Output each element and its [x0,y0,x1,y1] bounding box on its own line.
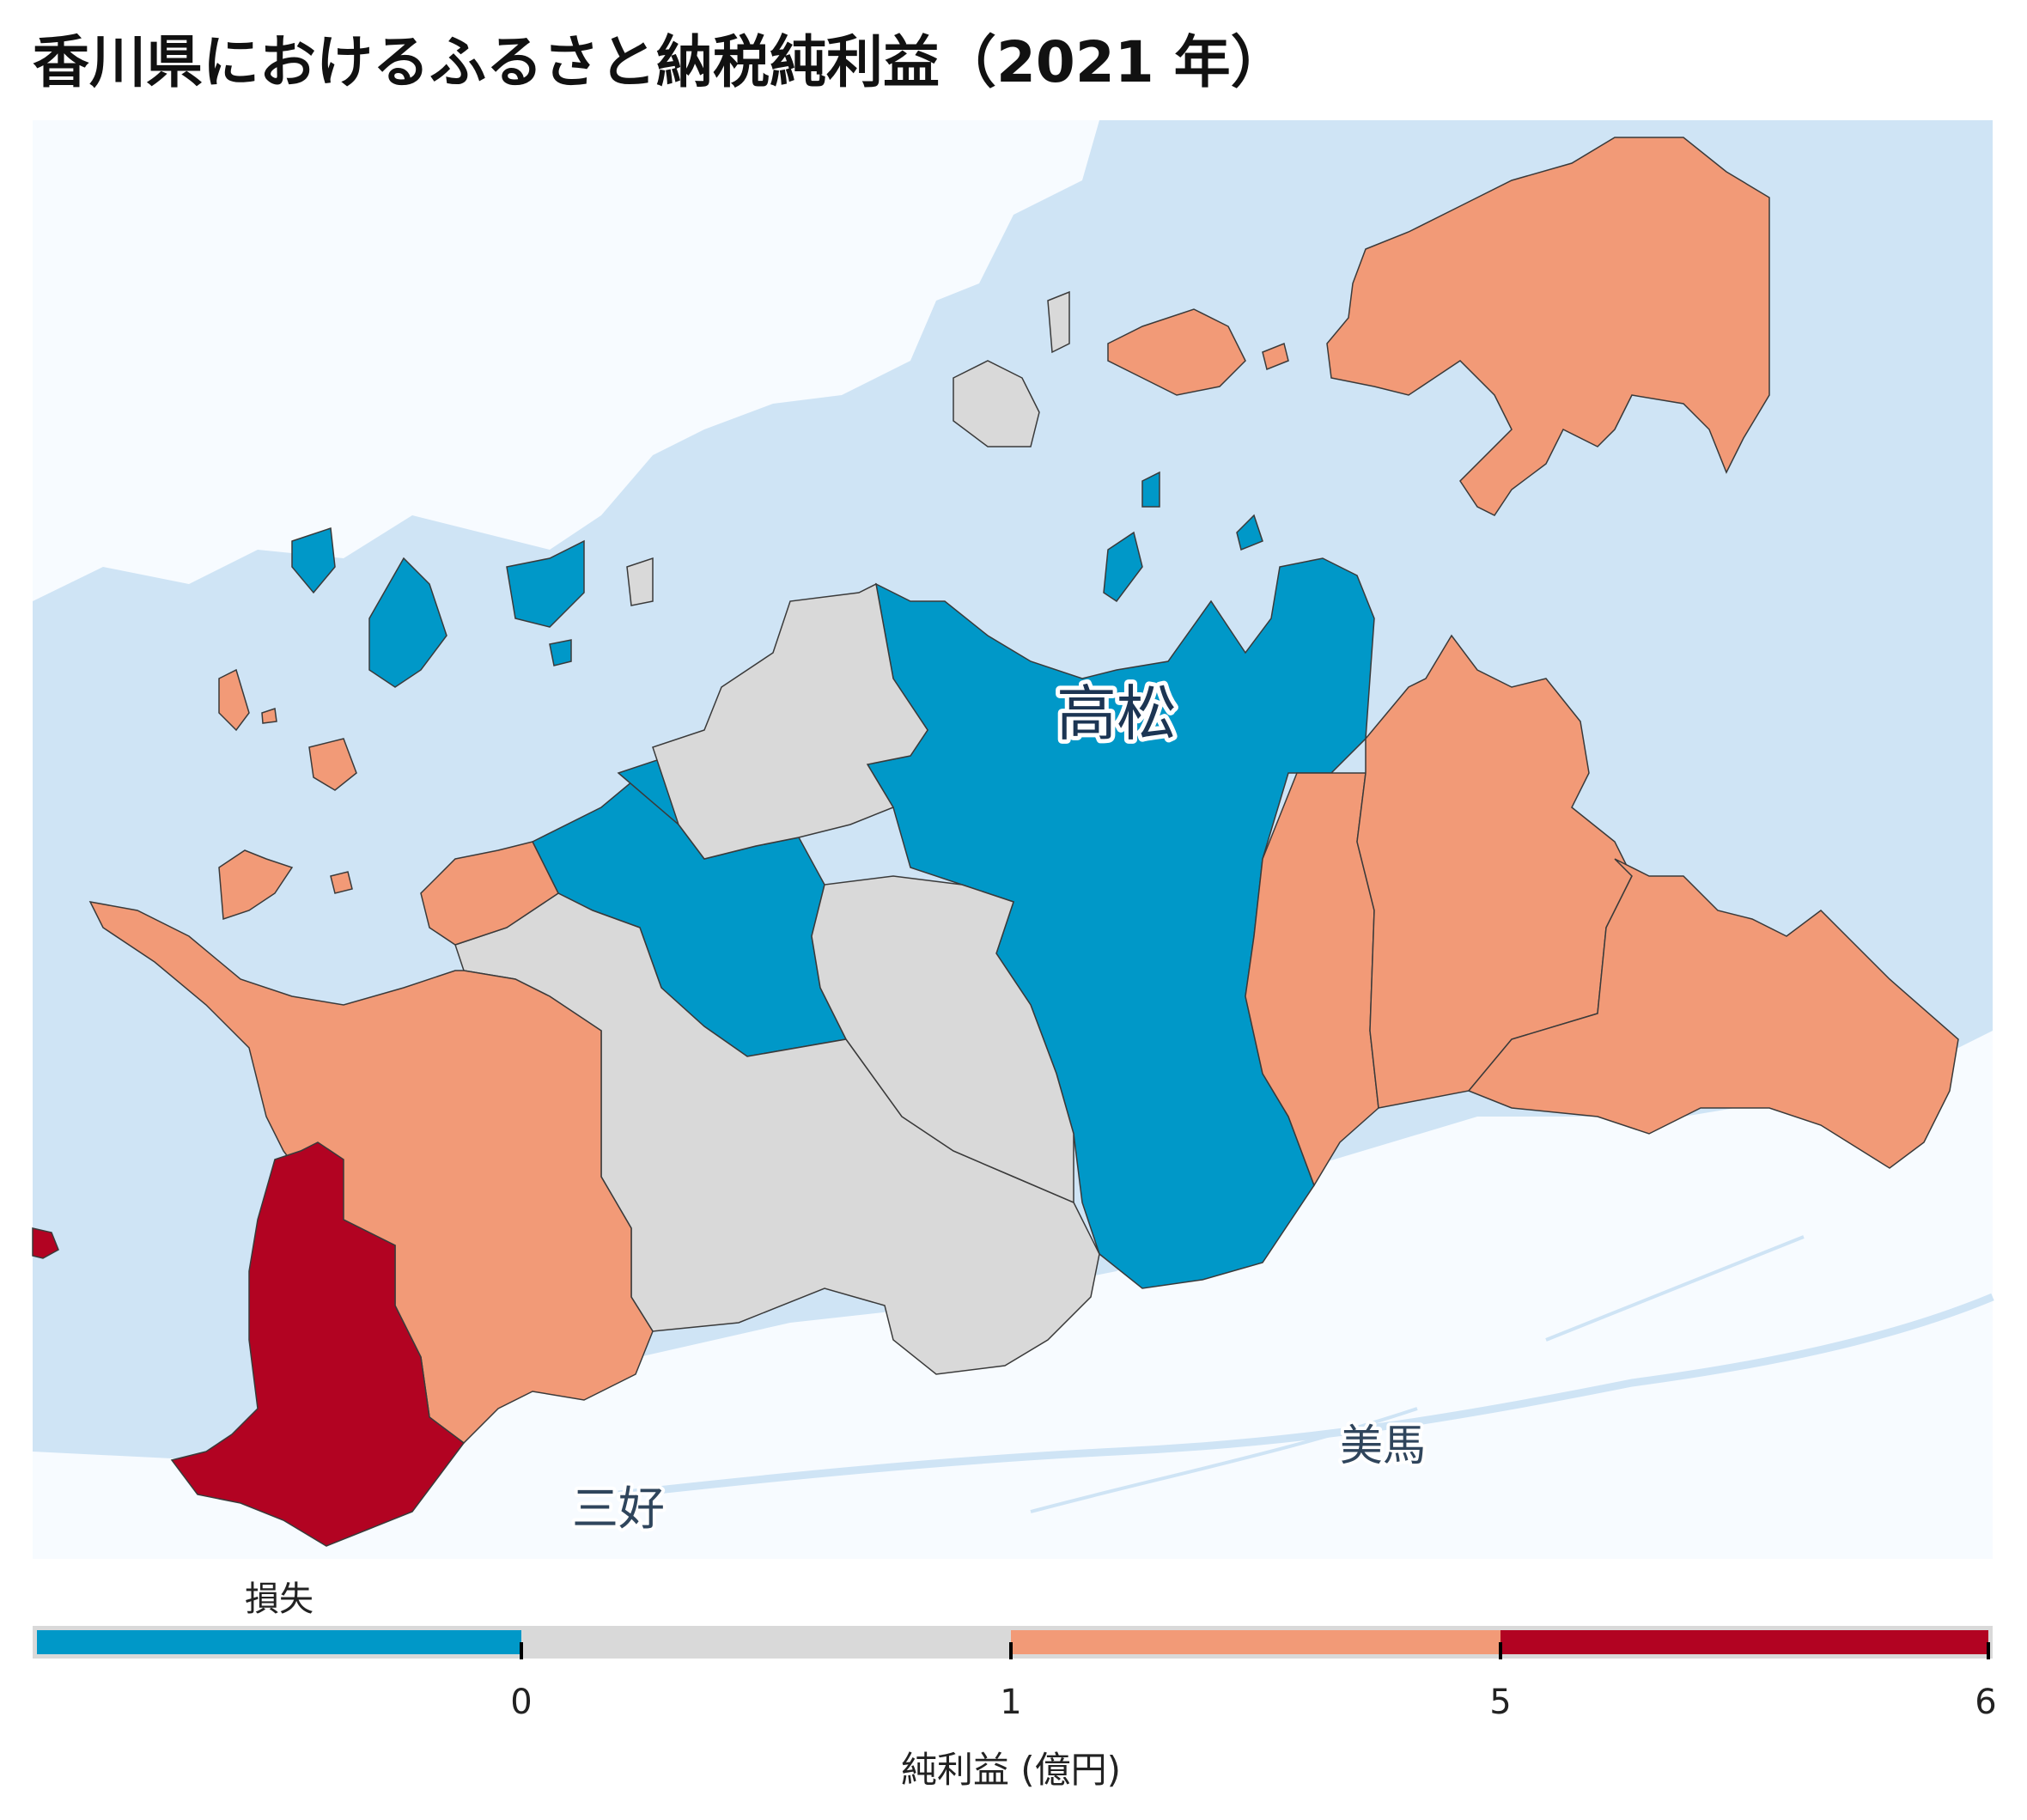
island-red [32,1227,59,1259]
legend-tick-label: 5 [1489,1683,1511,1722]
place-label-takamatsu: 高松 [1056,679,1177,749]
municipality-red [170,1141,466,1547]
legend-axis-label: 純利益 (億円) [901,1749,1121,1791]
map-title: 香川県におけるふるさと納税純利益（2021 年） [33,29,1287,95]
island-orange [330,871,353,894]
island-loss [1103,531,1143,603]
island-orange [1107,308,1246,396]
municipality-gray [652,582,928,860]
okayama-land [33,120,1099,601]
legend-tick-label: 0 [510,1683,532,1722]
legend-tick-label: 6 [1975,1683,1996,1722]
legend-bin-0-1 [521,1630,1011,1654]
legend-tick-label: 1 [1000,1683,1021,1722]
legend: 損失 0 1 5 6 純利益 (億円) [33,1580,1997,1791]
island-loss [1141,471,1160,508]
island-orange [1326,137,1770,516]
place-label-miyoshi: 三好 [572,1482,665,1536]
island-loss [291,527,336,594]
legend-bin-1-5 [1011,1630,1500,1654]
island-loss [506,539,585,628]
legend-loss-label: 損失 [245,1580,313,1619]
island-orange [218,849,294,921]
municipality-orange [88,900,654,1444]
municipality-orange [420,841,559,946]
island-orange [218,668,250,732]
place-label-mima: 美馬 [1340,1421,1426,1470]
legend-bin-5-6 [1500,1630,1988,1654]
municipality-orange [1467,858,1959,1169]
island-gray [953,360,1040,447]
river [1030,1235,1805,1513]
island-gray [626,557,654,606]
island-loss [549,639,572,667]
municipality-orange [1356,634,1633,1109]
legend-bin-loss [37,1630,521,1654]
municipality-gray [811,875,1074,1204]
island-loss [1236,514,1263,551]
island-orange [261,708,277,724]
island-orange [1262,342,1289,371]
island-orange [308,738,357,791]
island-loss [368,557,447,688]
island-gray [1047,290,1070,354]
